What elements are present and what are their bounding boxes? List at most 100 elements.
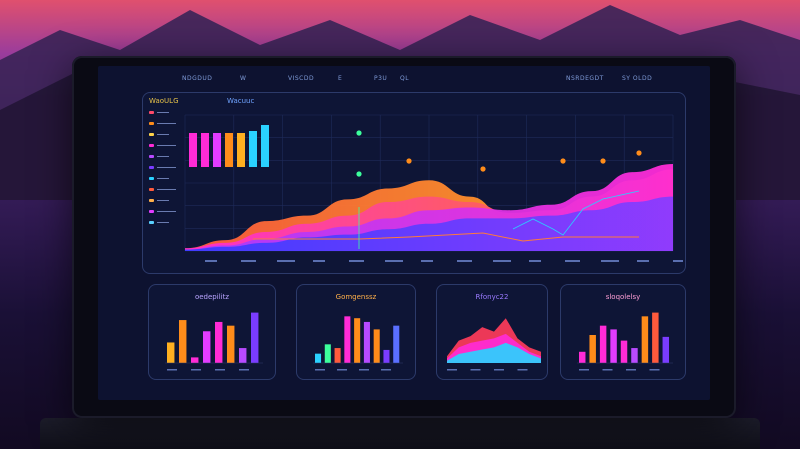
x-tick-label bbox=[167, 369, 177, 371]
toolbar-item[interactable]: SY OLDD bbox=[622, 75, 653, 82]
bar bbox=[363, 321, 370, 363]
mini-panel-4: sloqolelsy bbox=[560, 284, 686, 380]
bar bbox=[652, 312, 659, 363]
x-tick-label bbox=[447, 369, 457, 371]
toolbar-item[interactable]: NSRDEGDT bbox=[566, 75, 604, 82]
legend-entry[interactable] bbox=[149, 166, 183, 169]
legend-label-line bbox=[157, 200, 169, 201]
x-tick-label bbox=[313, 260, 325, 262]
legend-entry[interactable] bbox=[149, 199, 183, 202]
bar bbox=[599, 325, 607, 363]
legend-entry[interactable] bbox=[149, 111, 183, 114]
legend-swatch bbox=[149, 221, 154, 224]
bar bbox=[373, 329, 380, 363]
mini-panel-title: Gomgenssz bbox=[335, 293, 377, 301]
toolbar-item[interactable]: P3U bbox=[374, 75, 388, 82]
legend-label-line bbox=[157, 156, 169, 157]
chart-node bbox=[600, 158, 606, 164]
x-tick-label bbox=[277, 260, 295, 262]
main-panel-title: WaoULG bbox=[149, 97, 179, 105]
x-tick-label bbox=[241, 260, 256, 262]
x-tick-label bbox=[215, 369, 225, 371]
legend-swatch bbox=[149, 155, 154, 158]
bar bbox=[631, 348, 638, 363]
legend-label-line bbox=[157, 222, 169, 223]
bar bbox=[167, 342, 175, 363]
legend-label-line bbox=[157, 134, 169, 135]
x-tick-label bbox=[601, 260, 619, 262]
mini-area-chart bbox=[447, 318, 541, 371]
area-series-3 bbox=[447, 342, 541, 363]
main-chart-panel: WaoULG Wacuuc bbox=[142, 92, 686, 274]
legend-entry[interactable] bbox=[149, 155, 183, 158]
mini-panel-title: Rfonyc22 bbox=[475, 293, 509, 301]
x-tick-label bbox=[337, 369, 347, 371]
bar bbox=[315, 353, 322, 363]
x-tick-label bbox=[602, 369, 613, 371]
legend-label-line bbox=[157, 189, 176, 190]
legend-swatch bbox=[149, 122, 154, 125]
mini-panel-title: oedepilitz bbox=[194, 293, 230, 301]
x-tick-label bbox=[205, 260, 217, 262]
legend-label-line bbox=[157, 123, 176, 124]
toolbar-item[interactable]: W bbox=[240, 75, 247, 82]
legend-entry[interactable] bbox=[149, 177, 183, 180]
bar bbox=[191, 357, 199, 363]
legend-swatch bbox=[149, 111, 154, 114]
legend-label-line bbox=[157, 178, 169, 179]
legend-label-line bbox=[157, 112, 169, 113]
legend-swatch bbox=[149, 166, 154, 169]
x-tick-label bbox=[626, 369, 636, 371]
bar bbox=[354, 318, 361, 363]
mini-bar-chart-3 bbox=[577, 312, 673, 371]
bar bbox=[662, 336, 670, 363]
top-toolbar: NDGDUD W VISCDD E P3U QL NSRDEGDT SY OLD… bbox=[98, 66, 710, 90]
toolbar-item[interactable]: VISCDD bbox=[288, 75, 315, 82]
bar bbox=[215, 321, 223, 363]
legend-entry[interactable] bbox=[149, 221, 183, 224]
inset-bar bbox=[189, 133, 197, 167]
x-tick-label bbox=[649, 369, 660, 371]
chart-node bbox=[356, 171, 362, 177]
legend-entry[interactable] bbox=[149, 133, 183, 136]
legend-entry[interactable] bbox=[149, 144, 183, 147]
legend-label-line bbox=[157, 211, 176, 212]
legend-swatch bbox=[149, 144, 154, 147]
toolbar-item[interactable]: QL bbox=[400, 75, 410, 82]
x-tick-label bbox=[494, 369, 504, 371]
x-tick-label bbox=[579, 369, 589, 371]
main-area-chart bbox=[184, 114, 683, 262]
toolbar-item[interactable]: E bbox=[338, 75, 343, 82]
area-series-4 bbox=[185, 196, 673, 251]
x-tick-label bbox=[565, 260, 580, 262]
inset-bar bbox=[237, 133, 245, 167]
dashboard-screen: NDGDUD W VISCDD E P3U QL NSRDEGDT SY OLD… bbox=[98, 66, 710, 400]
chart-node bbox=[636, 150, 642, 156]
bar bbox=[179, 320, 187, 363]
x-tick-label bbox=[359, 369, 369, 371]
x-tick-label bbox=[457, 260, 472, 262]
chart-node bbox=[560, 158, 566, 164]
x-tick-label bbox=[385, 260, 403, 262]
bar bbox=[579, 351, 586, 363]
x-tick-label bbox=[470, 369, 481, 371]
legend-swatch bbox=[149, 210, 154, 213]
x-tick-label bbox=[191, 369, 201, 371]
x-tick-label bbox=[315, 369, 325, 371]
chart-node bbox=[480, 166, 486, 172]
legend-label-line bbox=[157, 145, 176, 146]
mini-bar-chart-2 bbox=[313, 316, 403, 371]
x-tick-label bbox=[421, 260, 433, 262]
x-tick-label bbox=[239, 369, 249, 371]
bar bbox=[324, 344, 331, 363]
legend-entry[interactable] bbox=[149, 210, 183, 213]
mini-panel-1: oedepilitz bbox=[148, 284, 276, 380]
toolbar-item[interactable]: NDGDUD bbox=[182, 75, 213, 82]
x-tick-label bbox=[529, 260, 541, 262]
chart-node bbox=[356, 130, 362, 136]
bar bbox=[334, 348, 341, 363]
bar bbox=[589, 335, 596, 363]
legend-entry[interactable] bbox=[149, 122, 183, 125]
bar bbox=[393, 325, 400, 363]
legend-entry[interactable] bbox=[149, 188, 183, 191]
